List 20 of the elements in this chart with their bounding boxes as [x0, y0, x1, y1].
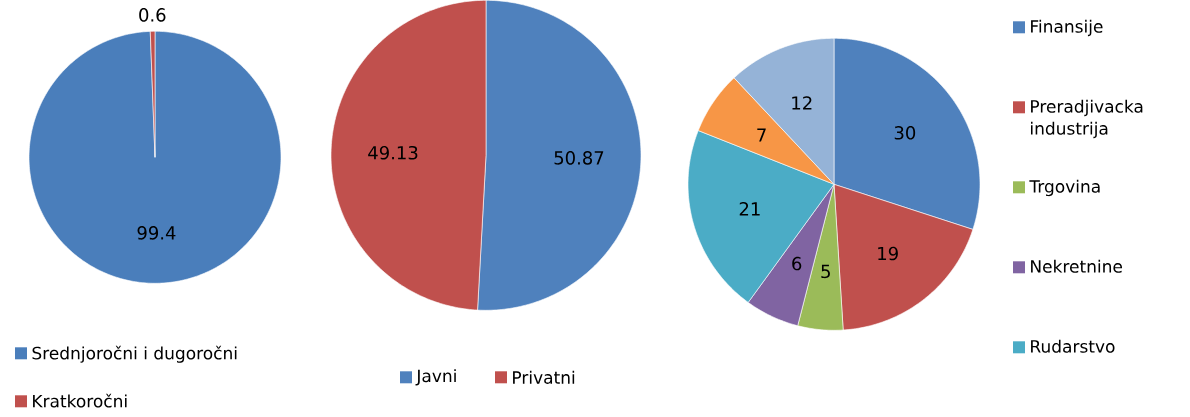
data-label: 30 [894, 125, 916, 140]
data-label: 49.13 [368, 145, 418, 160]
legend-label: Preradjivacka industrija [1031, 99, 1143, 139]
legend-label: Rudarstvo [1031, 339, 1115, 353]
legend-label: Srednjoročni i dugoročni [32, 345, 237, 363]
legend-label: Finansije [1031, 19, 1103, 36]
legend-label: Privatni [513, 370, 575, 384]
data-label: 19 [878, 246, 898, 261]
data-label: 12 [792, 96, 812, 110]
legend-label: Nekretnine [1031, 259, 1123, 273]
data-label: 21 [739, 201, 760, 216]
data-label: 5 [821, 264, 830, 279]
legend-label: Kratkoročni [33, 393, 127, 408]
legend-label: Javni [415, 369, 456, 386]
data-label: 7 [757, 128, 766, 142]
data-label: 99.4 [137, 225, 176, 240]
data-label: 0.6 [139, 7, 166, 22]
legend-label: Trgovina [1029, 179, 1100, 197]
data-label: 6 [792, 256, 802, 271]
data-label: 50.87 [554, 150, 604, 165]
